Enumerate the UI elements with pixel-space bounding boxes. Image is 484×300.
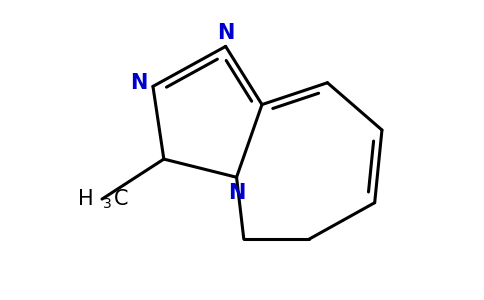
Text: N: N <box>217 23 234 43</box>
Text: C: C <box>114 189 128 209</box>
Text: N: N <box>228 183 245 203</box>
Text: N: N <box>130 73 147 93</box>
Text: H: H <box>78 189 93 209</box>
Text: 3: 3 <box>103 197 111 211</box>
